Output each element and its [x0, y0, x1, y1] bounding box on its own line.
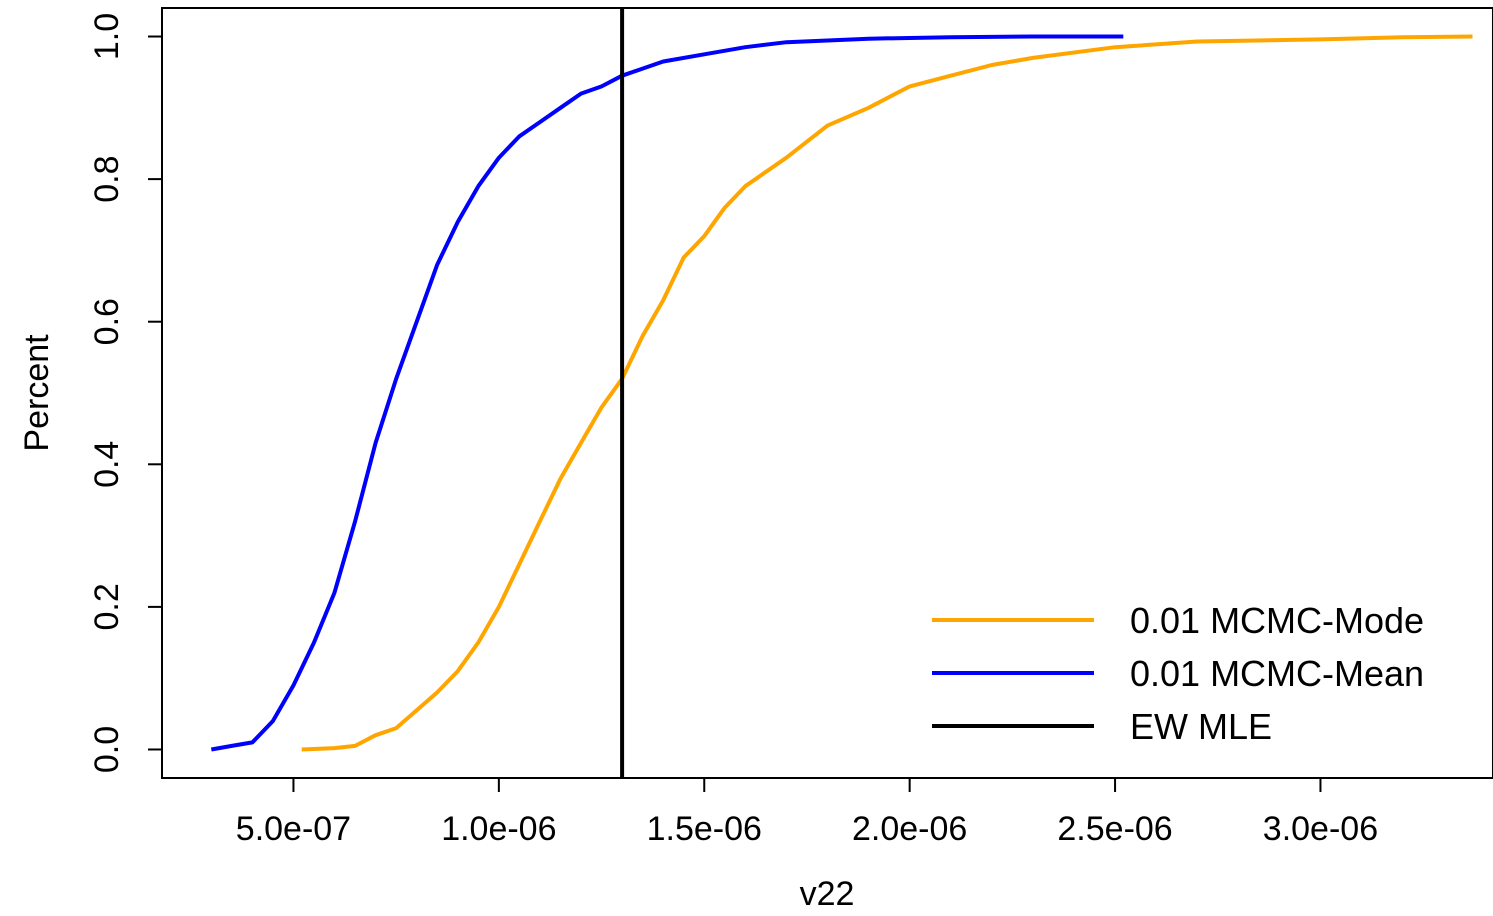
- y-tick-label: 1.0: [88, 13, 126, 60]
- x-tick-label: 2.5e-06: [1057, 810, 1172, 848]
- x-axis-title: v22: [800, 875, 855, 913]
- y-tick-label: 0.2: [88, 583, 126, 630]
- y-tick-label: 0.8: [88, 155, 126, 202]
- y-tick-label: 0.4: [88, 441, 126, 488]
- x-tick-label: 2.0e-06: [852, 810, 967, 848]
- x-tick-label: 1.0e-06: [441, 810, 556, 848]
- legend-label: EW MLE: [1130, 706, 1272, 747]
- legend: 0.01 MCMC-Mode 0.01 MCMC-Mean EW MLE: [932, 600, 1424, 747]
- x-tick-label: 5.0e-07: [236, 810, 351, 848]
- series-line-0: [301, 34, 1473, 752]
- series-line-1: [210, 34, 1124, 752]
- y-tick-label: 0.6: [88, 298, 126, 345]
- legend-label: 0.01 MCMC-Mean: [1130, 653, 1424, 694]
- x-tick-label: 3.0e-06: [1263, 810, 1378, 848]
- y-axis: 0.0 0.2 0.4 0.6 0.8 1.0: [88, 13, 163, 773]
- x-axis: 5.0e-07 1.0e-06 1.5e-06 2.0e-06 2.5e-06 3.0e-…: [236, 777, 1378, 848]
- series-layer: [210, 34, 1473, 752]
- x-tick-label: 1.5e-06: [647, 810, 762, 848]
- legend-label: 0.01 MCMC-Mode: [1130, 600, 1424, 641]
- y-axis-title: Percent: [18, 334, 56, 452]
- y-tick-label: 0.0: [88, 726, 126, 773]
